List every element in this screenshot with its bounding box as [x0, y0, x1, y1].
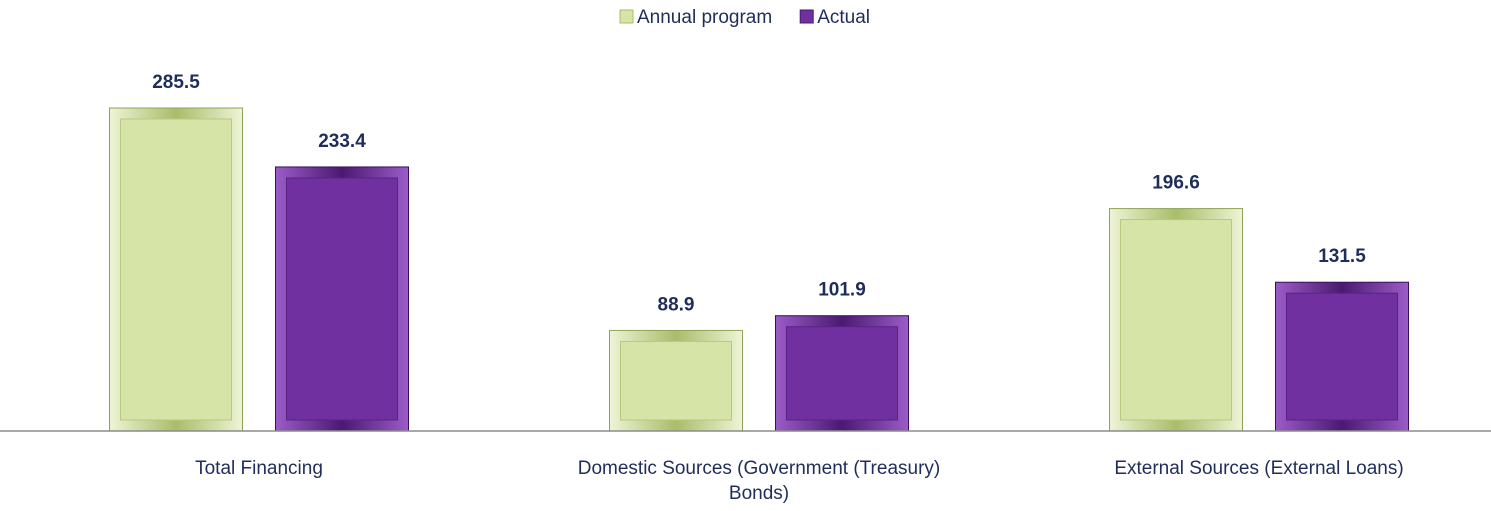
value-label: 131.5 — [1318, 246, 1366, 267]
bar-bevel — [1286, 292, 1398, 421]
x-tick-label: External Sources (External Loans) — [1114, 458, 1404, 479]
legend-swatch — [619, 9, 634, 24]
value-label: 196.6 — [1152, 173, 1200, 194]
value-label: 285.5 — [152, 72, 200, 93]
x-tick-label: Total Financing — [195, 458, 323, 479]
value-label: 101.9 — [818, 280, 866, 301]
legend-label: Annual program — [637, 7, 772, 28]
legend-swatch — [799, 9, 814, 24]
legend-label: Actual — [817, 7, 870, 28]
bar-bevel — [620, 340, 732, 421]
value-label: 233.4 — [318, 131, 366, 152]
x-tick-label: Domestic Sources (Government (Treasury) … — [577, 458, 941, 504]
bar-bevel — [1120, 219, 1232, 421]
bar-bevel — [120, 118, 232, 421]
bar-bevel — [286, 177, 398, 421]
bar-bevel — [786, 326, 898, 421]
value-label: 88.9 — [658, 294, 695, 315]
